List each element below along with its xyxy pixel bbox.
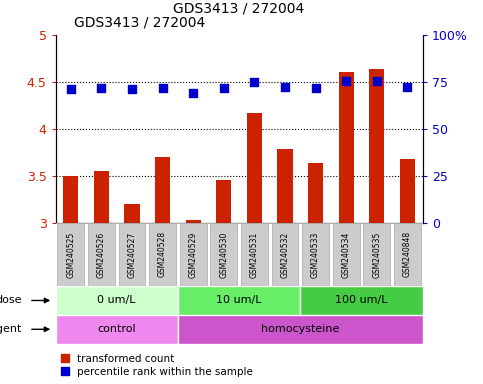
Bar <box>302 223 329 286</box>
Text: GSM240535: GSM240535 <box>372 231 381 278</box>
Point <box>342 78 350 84</box>
Bar <box>118 223 145 286</box>
Bar <box>125 204 140 223</box>
Text: GSM240527: GSM240527 <box>128 231 137 278</box>
Bar <box>400 159 415 223</box>
Text: GSM240525: GSM240525 <box>66 231 75 278</box>
Text: GSM240533: GSM240533 <box>311 231 320 278</box>
Bar <box>88 223 115 286</box>
Point <box>281 84 289 90</box>
Point <box>251 79 258 85</box>
Bar <box>339 72 354 223</box>
Text: 100 um/L: 100 um/L <box>335 295 388 306</box>
Bar <box>94 171 109 223</box>
Text: 10 um/L: 10 um/L <box>216 295 262 306</box>
Text: GSM240528: GSM240528 <box>158 231 167 278</box>
Bar <box>394 223 421 286</box>
Text: GDS3413 / 272004: GDS3413 / 272004 <box>74 15 205 29</box>
Text: dose: dose <box>0 295 22 306</box>
Bar <box>178 315 423 344</box>
Text: GSM240532: GSM240532 <box>281 231 289 278</box>
Point <box>403 84 411 90</box>
Bar <box>178 286 300 315</box>
Text: control: control <box>98 324 136 334</box>
Bar <box>210 223 237 286</box>
Bar <box>216 180 231 223</box>
Point <box>189 90 197 96</box>
Text: agent: agent <box>0 324 22 334</box>
Bar <box>300 286 423 315</box>
Text: GSM240526: GSM240526 <box>97 231 106 278</box>
Bar <box>180 223 207 286</box>
Point <box>159 85 167 91</box>
Bar <box>369 70 384 223</box>
Bar <box>63 176 78 223</box>
Legend: transformed count, percentile rank within the sample: transformed count, percentile rank withi… <box>61 354 253 377</box>
Bar <box>277 149 293 223</box>
Text: GSM240529: GSM240529 <box>189 231 198 278</box>
Point <box>220 85 227 91</box>
Bar <box>57 223 85 286</box>
Text: GSM240848: GSM240848 <box>403 231 412 278</box>
Text: GDS3413 / 272004: GDS3413 / 272004 <box>173 2 305 15</box>
Point <box>373 78 381 84</box>
Text: GSM240530: GSM240530 <box>219 231 228 278</box>
Text: GSM240531: GSM240531 <box>250 231 259 278</box>
Text: homocysteine: homocysteine <box>261 324 340 334</box>
Bar <box>308 164 323 223</box>
Bar <box>333 223 360 286</box>
Bar <box>56 286 178 315</box>
Bar <box>149 223 176 286</box>
Bar <box>363 223 390 286</box>
Point <box>98 85 105 91</box>
Bar <box>56 315 178 344</box>
Bar <box>155 157 170 223</box>
Point <box>128 86 136 92</box>
Text: 0 um/L: 0 um/L <box>98 295 136 306</box>
Point <box>67 86 75 92</box>
Point <box>312 85 319 91</box>
Text: GSM240534: GSM240534 <box>341 231 351 278</box>
Bar <box>271 223 298 286</box>
Bar <box>247 113 262 223</box>
Bar <box>241 223 268 286</box>
Bar <box>185 220 201 223</box>
